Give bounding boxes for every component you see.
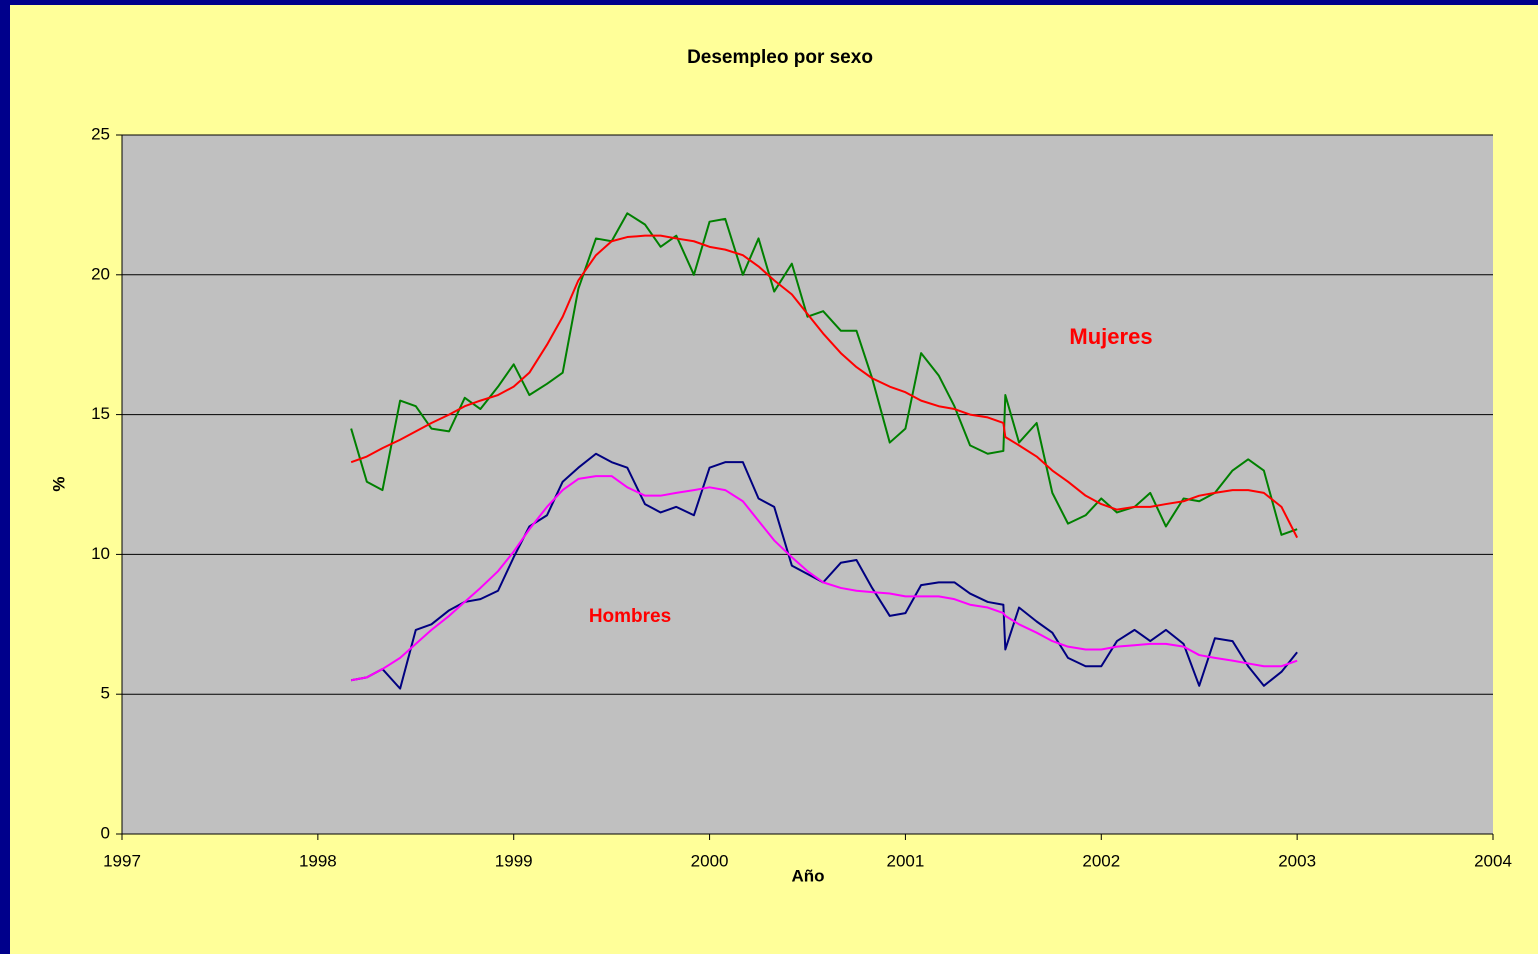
x-tick-label: 1997 [103,851,141,870]
series-line [350,234,1299,539]
y-tick-label: 10 [91,544,110,563]
y-tick-label: 0 [101,823,110,842]
x-tick-label: 2002 [1082,851,1120,870]
x-tick-label: 2003 [1278,851,1316,870]
chart-title: Desempleo por sexo [687,47,873,68]
x-tick-label: 2001 [887,851,925,870]
y-tick-label: 25 [91,124,110,143]
series-line [350,452,1298,690]
annotation: Mujeres [1069,324,1152,349]
y-tick-label: 20 [91,264,110,283]
x-tick-label: 1999 [495,851,533,870]
x-tick-label: 2004 [1474,851,1512,870]
plot-content: 0 5 10 15 20 25 1997 1998 1999 2000 2001 2002 2003 20… [91,124,1512,870]
y-tick-label: 15 [91,404,110,423]
annotation: Hombres [589,606,671,627]
x-tick-label: 2000 [691,851,729,870]
plot-area [122,135,1493,834]
y-axis-label: % [49,476,68,491]
x-tick-label: 1998 [299,851,337,870]
series-line [350,475,1298,682]
series-line [350,212,1298,536]
x-axis-label: Año [791,866,824,885]
y-tick-label: 5 [101,684,110,703]
